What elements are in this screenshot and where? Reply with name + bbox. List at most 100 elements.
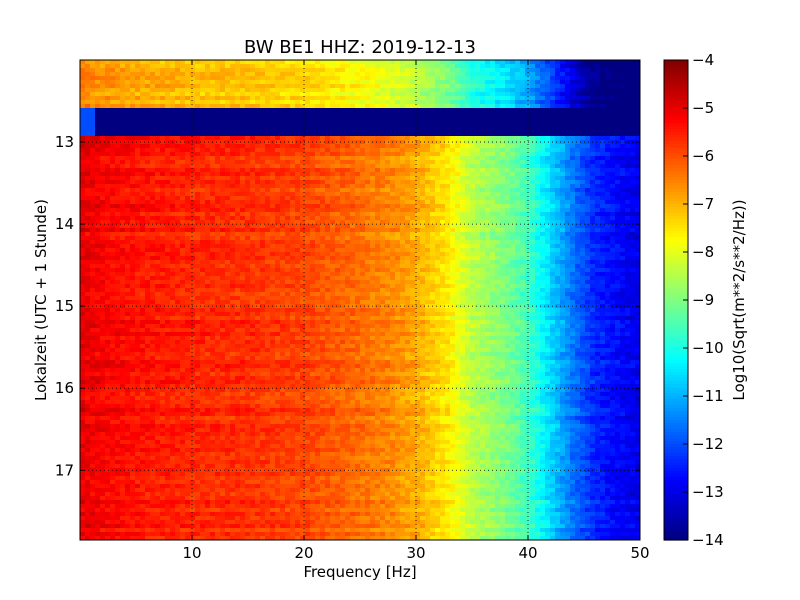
heatmap-cell: [115, 204, 121, 209]
heatmap-cell: [470, 132, 476, 137]
heatmap-cell: [620, 172, 626, 177]
heatmap-cell: [315, 200, 321, 205]
heatmap-cell: [455, 180, 461, 185]
heatmap-cell: [420, 108, 426, 113]
heatmap-cell: [460, 124, 466, 129]
heatmap-cell: [120, 228, 126, 233]
heatmap-cell: [175, 172, 181, 177]
heatmap-cell: [420, 68, 426, 73]
heatmap-cell: [600, 100, 606, 105]
heatmap-cell: [325, 232, 331, 237]
heatmap-cell: [590, 224, 596, 229]
heatmap-cell: [285, 208, 291, 213]
heatmap-cell: [255, 220, 261, 225]
heatmap-cell: [525, 224, 531, 229]
heatmap-cell: [110, 204, 116, 209]
heatmap-cell: [475, 128, 481, 133]
heatmap-cell: [425, 124, 431, 129]
heatmap-cell: [560, 160, 566, 165]
heatmap-cell: [400, 72, 406, 77]
heatmap-cell: [390, 188, 396, 193]
heatmap-cell: [85, 156, 91, 161]
heatmap-cell: [305, 60, 311, 65]
heatmap-cell: [460, 132, 466, 137]
heatmap-cell: [490, 220, 496, 225]
heatmap-cell: [425, 144, 431, 149]
heatmap-cell: [630, 220, 636, 225]
heatmap-cell: [345, 108, 351, 113]
heatmap-cell: [115, 136, 121, 141]
heatmap-cell: [595, 164, 601, 169]
heatmap-cell: [330, 132, 336, 137]
heatmap-cell: [185, 132, 191, 137]
heatmap-cell: [625, 160, 631, 165]
heatmap-cell: [295, 124, 301, 129]
heatmap-cell: [215, 68, 221, 73]
heatmap-cell: [605, 84, 611, 89]
heatmap-cell: [400, 144, 406, 149]
heatmap-cell: [180, 72, 186, 77]
heatmap-cell: [560, 144, 566, 149]
heatmap-cell: [345, 92, 351, 97]
heatmap-cell: [235, 148, 241, 153]
heatmap-cell: [135, 212, 141, 217]
heatmap-cell: [125, 180, 131, 185]
heatmap-cell: [260, 148, 266, 153]
heatmap-cell: [120, 132, 126, 137]
heatmap-cell: [525, 172, 531, 177]
heatmap-cell: [540, 144, 546, 149]
heatmap-cell: [210, 188, 216, 193]
heatmap-cell: [565, 208, 571, 213]
heatmap-cell: [210, 220, 216, 225]
heatmap-cell: [145, 160, 151, 165]
heatmap-cell: [365, 72, 371, 77]
heatmap-cell: [335, 232, 341, 237]
heatmap-cell: [375, 92, 381, 97]
heatmap-cell: [350, 144, 356, 149]
heatmap-cell: [230, 120, 236, 125]
heatmap-cell: [280, 200, 286, 205]
heatmap-cell: [445, 68, 451, 73]
heatmap-cell: [110, 108, 116, 113]
heatmap-cell: [90, 192, 96, 197]
heatmap-cell: [525, 168, 531, 173]
heatmap-cell: [590, 204, 596, 209]
heatmap-cell: [430, 128, 436, 133]
heatmap-cell: [410, 136, 416, 141]
heatmap-cell: [580, 112, 586, 117]
heatmap-cell: [170, 116, 176, 121]
heatmap-cell: [480, 112, 486, 117]
heatmap-cell: [245, 188, 251, 193]
heatmap-cell: [480, 172, 486, 177]
heatmap-cell: [620, 80, 626, 85]
heatmap-cell: [610, 172, 616, 177]
heatmap-cell: [500, 96, 506, 101]
heatmap-cell: [510, 212, 516, 217]
heatmap-cell: [360, 192, 366, 197]
heatmap-cell: [515, 76, 521, 81]
heatmap-cell: [605, 96, 611, 101]
heatmap-cell: [430, 132, 436, 137]
heatmap-cell: [130, 220, 136, 225]
heatmap-cell: [395, 156, 401, 161]
heatmap-cell: [410, 176, 416, 181]
heatmap-cell: [575, 228, 581, 233]
heatmap-cell: [550, 76, 556, 81]
heatmap-cell: [95, 132, 101, 137]
heatmap-cell: [625, 64, 631, 69]
heatmap-cell: [325, 124, 331, 129]
heatmap-cell: [275, 220, 281, 225]
heatmap-cell: [570, 116, 576, 121]
heatmap-cell: [575, 216, 581, 221]
heatmap-cell: [255, 156, 261, 161]
heatmap-cell: [635, 64, 640, 69]
heatmap-cell: [155, 184, 161, 189]
heatmap-cell: [85, 140, 91, 145]
heatmap-cell: [570, 60, 576, 65]
heatmap-cell: [375, 132, 381, 137]
heatmap-cell: [155, 116, 161, 121]
heatmap-cell: [635, 172, 640, 177]
heatmap-cell: [425, 92, 431, 97]
heatmap-cell: [625, 144, 631, 149]
heatmap-cell: [240, 232, 246, 237]
